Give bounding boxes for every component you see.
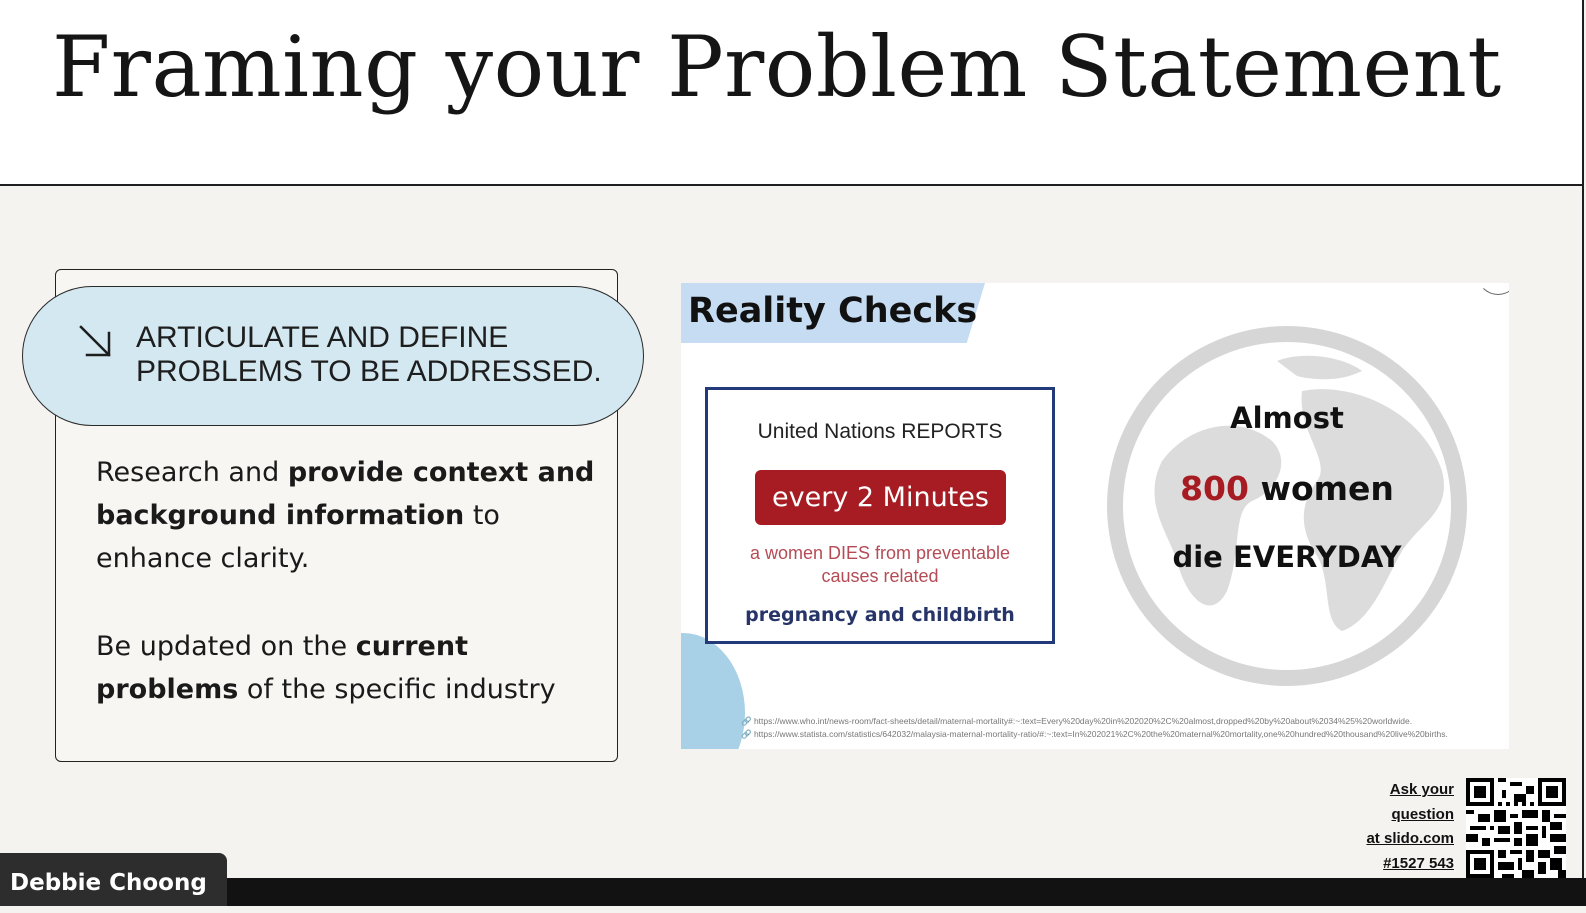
card-heading: ARTICULATE AND DEFINE PROBLEMS TO BE ADD… [136, 321, 602, 388]
link-text[interactable]: https://www.who.int/news-room/fact-sheet… [753, 716, 1413, 726]
globe-women-text: women [1248, 469, 1394, 508]
qr-code-icon [1466, 778, 1566, 878]
text: Be updated on the [96, 631, 356, 662]
un-report-footer: pregnancy and childbirth [745, 604, 1015, 626]
card-paragraph-updated: Be updated on the current problems of th… [96, 625, 596, 711]
slide-header: Framing your Problem Statement [0, 0, 1584, 186]
un-report-subtext: a women DIES from preventable causes rel… [749, 543, 1011, 586]
globe-line-women: 800 women [1102, 469, 1472, 508]
slido-line[interactable]: Ask your [1389, 781, 1454, 798]
slido-line[interactable]: at slido.com [1366, 830, 1454, 847]
globe-number: 800 [1180, 469, 1249, 508]
slide-title: Framing your Problem Statement [52, 18, 1502, 116]
reality-check-title: Reality Checks [688, 291, 978, 331]
slido-prompt[interactable]: Ask your question at slido.com #1527 543 [1366, 778, 1454, 876]
reality-check-banner [681, 283, 985, 343]
presenter-name-tag: Debbie Choong [0, 853, 227, 906]
text-bold: current problems [96, 631, 468, 705]
text-bold: provide context and background informati… [96, 457, 595, 531]
globe-line-almost: Almost [1230, 401, 1344, 435]
globe-line-die: die EVERYDAY [1172, 540, 1402, 574]
video-call-bar [0, 878, 1586, 906]
arrow-down-right-icon [79, 325, 111, 357]
text: of the specific industry [238, 674, 556, 705]
text: Research and [96, 457, 288, 488]
globe-icon [1107, 326, 1467, 686]
decorative-arc [1477, 283, 1509, 295]
decorative-blob [681, 633, 745, 749]
link-text[interactable]: https://www.statista.com/statistics/6420… [753, 729, 1448, 739]
card-paragraph-research: Research and provide context and backgro… [96, 451, 596, 580]
un-report-box: United Nations REPORTS every 2 Minutes a… [705, 387, 1055, 644]
text: to enhance clarity. [96, 500, 500, 574]
source-link-statista[interactable]: 🔗 https://www.statista.com/statistics/64… [741, 729, 1448, 739]
card-heading-pill: ARTICULATE AND DEFINE PROBLEMS TO BE ADD… [22, 286, 644, 426]
un-report-header: United Nations REPORTS [757, 420, 1003, 443]
slido-line[interactable]: #1527 543 [1383, 854, 1454, 872]
source-links: 🔗 https://www.who.int/news-room/fact-she… [741, 715, 1448, 741]
reality-check-image: Reality Checks United Nations REPORTS ev… [681, 283, 1509, 749]
un-report-badge: every 2 Minutes [755, 470, 1006, 525]
source-link-who[interactable]: 🔗 https://www.who.int/news-room/fact-she… [741, 716, 1413, 726]
slido-line[interactable]: question [1391, 805, 1455, 823]
